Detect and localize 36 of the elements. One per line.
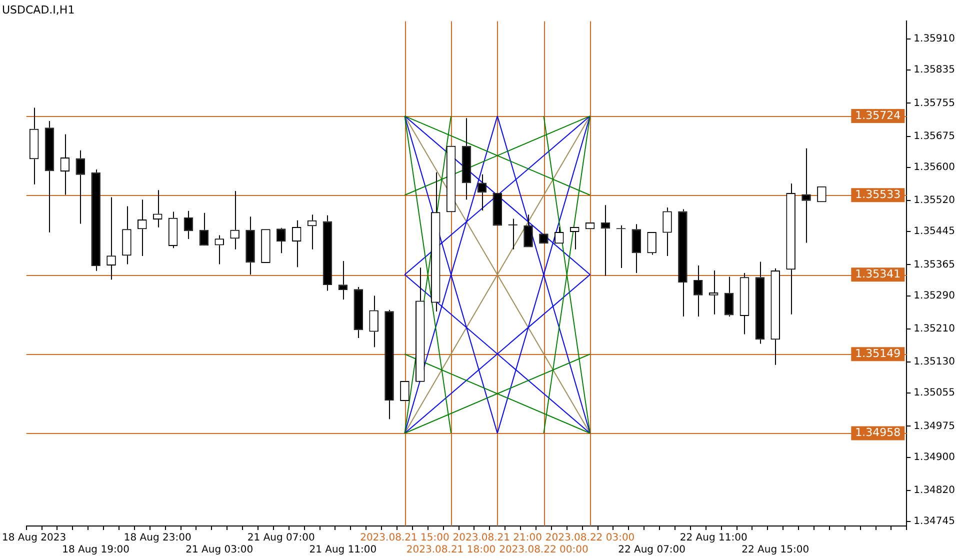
x-tick-label: 21 Aug 03:00 — [186, 544, 254, 556]
y-tick-label: 1.35365 — [914, 259, 956, 270]
y-tick-label: 1.35445 — [914, 226, 956, 238]
y-tick-label: 1.34820 — [914, 484, 956, 496]
y-tick-label: 1.34975 — [914, 420, 956, 432]
y-tick-label: 1.34900 — [914, 452, 956, 463]
y-tick-label: 1.35675 — [914, 130, 956, 142]
x-tick-label: 21 Aug 11:00 — [309, 544, 377, 556]
x-tick-label: 22 Aug 11:00 — [680, 532, 748, 544]
x-tick-label: 21 Aug 07:00 — [247, 532, 315, 544]
x-tick-label: 22 Aug 07:00 — [618, 544, 686, 556]
y-tick-label: 1.35910 — [914, 34, 956, 45]
x-tick-label: 2023.08.22 03:00 — [545, 532, 635, 544]
y-tick-label: 1.34745 — [914, 516, 956, 528]
ref-line-label: 1.34958 — [855, 426, 901, 440]
x-tick-label: 2023.08.21 15:00 — [360, 532, 450, 544]
x-tick-label: 18 Aug 19:00 — [62, 544, 130, 556]
y-tick-label: 1.35520 — [914, 195, 956, 206]
y-tick-label: 1.35290 — [914, 290, 956, 302]
ref-line-label: 1.35149 — [855, 347, 901, 360]
x-tick-label: 18 Aug 2023 — [2, 532, 66, 544]
y-tick-label: 1.35210 — [914, 323, 956, 334]
x-tick-label: 22 Aug 15:00 — [742, 544, 810, 556]
y-tick-label: 1.35055 — [914, 388, 956, 399]
chart-title: USDCAD.I,H1 — [2, 3, 75, 16]
x-tick-label: 18 Aug 23:00 — [124, 532, 192, 544]
x-tick-label: 2023.08.22 00:00 — [499, 544, 588, 556]
y-tick-label: 1.35600 — [914, 162, 956, 173]
ref-line-label: 1.35533 — [855, 188, 901, 201]
x-tick-label: 2023.08.21 21:00 — [452, 532, 542, 544]
ref-line-label: 1.35341 — [855, 267, 901, 280]
y-tick-label: 1.35835 — [914, 64, 956, 76]
y-tick-label: 1.35130 — [914, 356, 956, 368]
y-tick-label: 1.35755 — [914, 98, 956, 109]
ref-line-label: 1.35724 — [855, 108, 901, 122]
x-tick-label: 2023.08.21 18:00 — [406, 544, 496, 556]
